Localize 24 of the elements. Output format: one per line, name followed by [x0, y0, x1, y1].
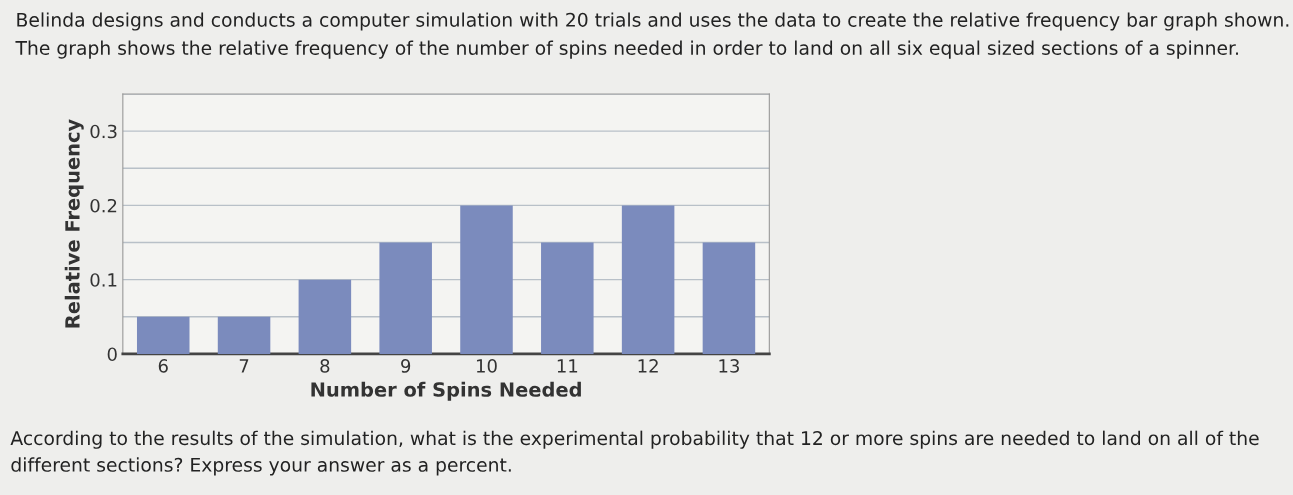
y-tick-label: 0 [107, 347, 117, 362]
bar [298, 279, 352, 354]
x-tick-label: 11 [557, 359, 578, 373]
bar [541, 242, 594, 354]
y-tick-label: 0.1 [90, 273, 117, 287]
bar [702, 242, 756, 354]
chart-title: Belinda designs and conducts a computer simulation with 20 trials and uses the data to create the relative frequency bar graph shown. The graph shows the relative frequency of the number of spins needed in order to land on all six equal sized sections of a spinner. [15, 12, 1289, 59]
x-tick-label: 13 [719, 359, 739, 373]
bar [379, 242, 432, 354]
x-tick-label: 6 [158, 359, 168, 373]
x-axis-title: Number of Spins Needed [311, 381, 581, 401]
x-tick-label: 10 [476, 359, 497, 373]
bar [217, 316, 271, 354]
bar [136, 316, 190, 354]
y-tick-label: 0.3 [90, 124, 117, 139]
text: According to the results of the simulation, what is the experimental probability that 12 or more spins are needed to land on all of the different sections? Express your answer as a percent. [10, 430, 1259, 476]
x-tick-label: 9 [401, 359, 411, 373]
bar [460, 205, 513, 354]
bar [621, 205, 675, 354]
x-tick-label: 12 [638, 359, 658, 373]
x-tick-label: 7 [239, 359, 249, 373]
y-axis-title: Relative Frequency [64, 119, 84, 328]
y-tick-label: 0.2 [90, 198, 117, 213]
x-tick-label: 8 [320, 359, 330, 373]
